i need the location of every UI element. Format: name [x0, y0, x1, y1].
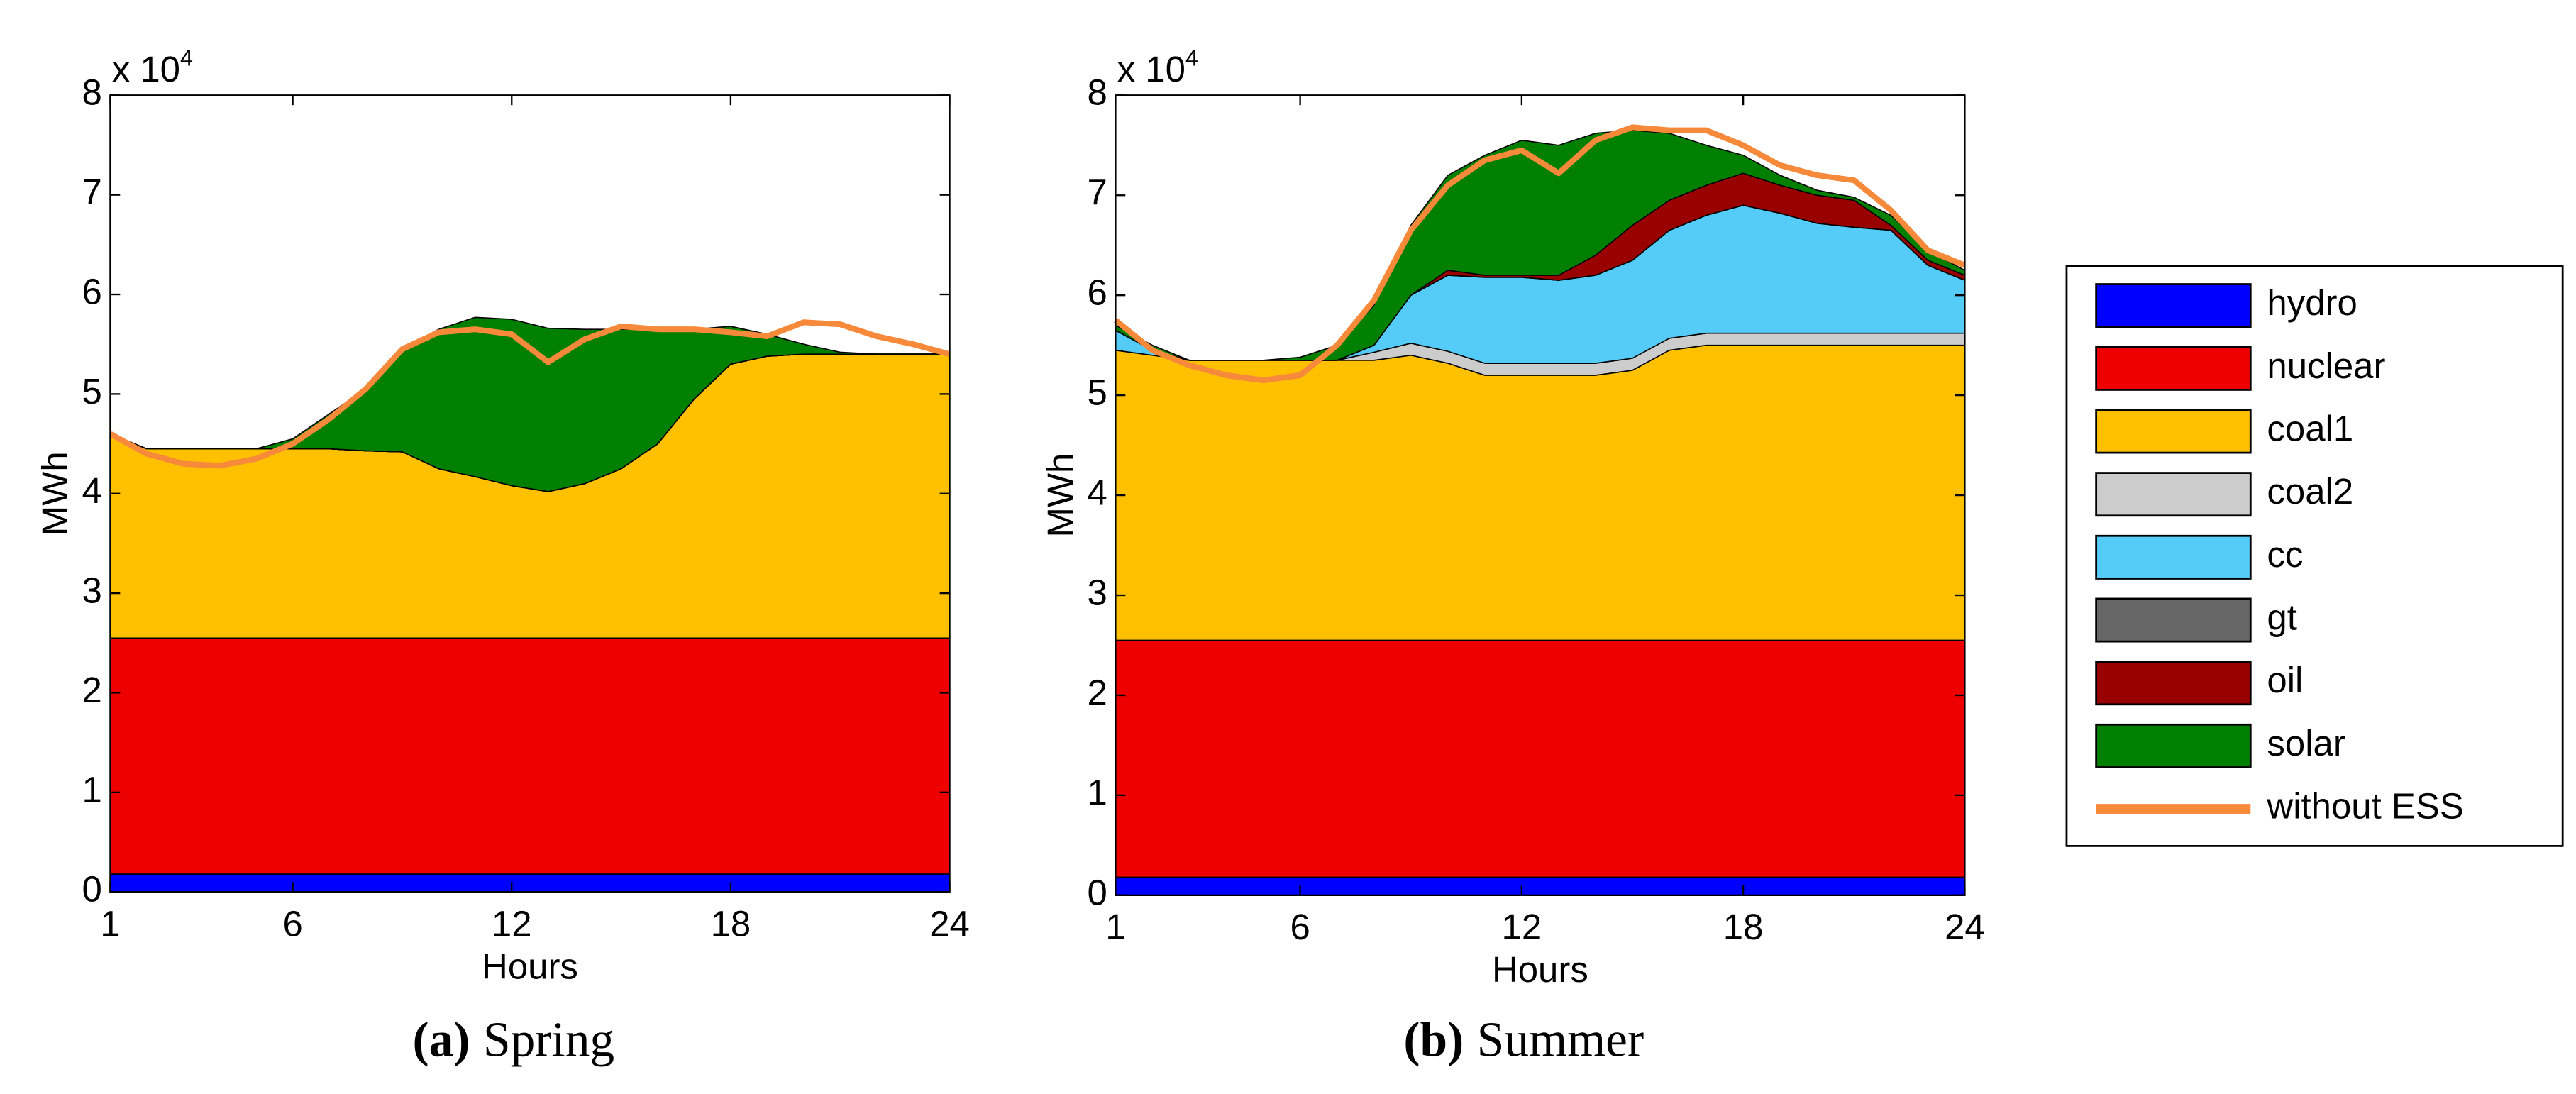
legend-swatch [2095, 283, 2252, 328]
y-tick-label: 6 [82, 271, 102, 311]
legend-swatch [2095, 472, 2252, 517]
caption-label: (b) [1403, 1012, 1464, 1067]
x-tick-label: 24 [1945, 907, 1985, 947]
x-tick-label: 18 [1723, 907, 1764, 947]
line-without-ess [109, 319, 951, 469]
legend-label: without ESS [2266, 786, 2463, 827]
legend-label: solar [2267, 723, 2345, 763]
y-tick-label: 7 [1087, 172, 1107, 213]
area-coal1 [1115, 344, 1966, 641]
x-tick-label: 12 [1502, 907, 1542, 947]
y-axis-label: MWh [1040, 453, 1080, 538]
y-tick-label: 8 [1087, 72, 1107, 113]
x-tick-label: 6 [1290, 907, 1310, 947]
y-axis-label: MWh [35, 451, 75, 536]
caption-text: Summer [1477, 1012, 1644, 1067]
x-tick-label: 18 [711, 903, 751, 944]
y-tick-label: 5 [82, 371, 102, 411]
caption-text: Spring [483, 1012, 614, 1067]
y-tick-label: 4 [82, 470, 102, 511]
y-tick-label: 1 [82, 769, 102, 810]
legend-swatch [2095, 661, 2252, 706]
area-hydro [109, 873, 951, 893]
y-tick-label: 2 [1087, 672, 1107, 712]
y-tick-label: 2 [82, 670, 102, 710]
y-tick-label: 7 [82, 172, 102, 212]
legend-label: coal2 [2267, 471, 2353, 512]
legend-swatch [2095, 409, 2252, 454]
area-hydro [1115, 876, 1966, 896]
legend-label: gt [2267, 597, 2296, 637]
line-without-ess [1113, 124, 1966, 384]
x-tick-label: 1 [100, 903, 120, 944]
y-tick-label: 4 [1087, 473, 1107, 513]
legend-swatch [2095, 723, 2252, 768]
area-nuclear [1115, 639, 1966, 878]
y-tick-label: 8 [82, 72, 102, 113]
legend-swatch [2095, 346, 2252, 391]
legend-swatch [2095, 534, 2252, 580]
y-tick-label: 0 [82, 869, 102, 910]
area-nuclear [109, 637, 951, 875]
legend-label: coal1 [2267, 408, 2353, 448]
x-axis-label: Hours [482, 946, 578, 986]
caption: (b) Summer [1403, 1012, 1644, 1067]
y-multiplier-exponent: 4 [180, 45, 193, 70]
y-multiplier-exponent: 4 [1185, 45, 1198, 70]
x-tick-label: 6 [282, 903, 302, 944]
x-tick-label: 12 [492, 903, 532, 944]
legend-label: nuclear [2267, 346, 2385, 386]
caption-label: (a) [412, 1012, 470, 1067]
y-multiplier: x 104 [1117, 45, 1198, 89]
y-tick-label: 3 [1087, 572, 1107, 612]
y-multiplier: x 104 [112, 45, 193, 89]
y-tick-label: 3 [82, 570, 102, 611]
y-tick-label: 0 [1087, 872, 1107, 912]
y-multiplier-base: x 10 [112, 49, 180, 89]
y-tick-label: 5 [1087, 372, 1107, 413]
legend-label: cc [2267, 534, 2303, 575]
y-tick-label: 6 [1087, 272, 1107, 313]
legend-label: hydro [2267, 282, 2357, 323]
y-tick-label: 1 [1087, 772, 1107, 812]
legend-swatch [2095, 597, 2252, 643]
x-axis-label: Hours [1492, 949, 1588, 990]
x-tick-label: 24 [929, 903, 970, 944]
y-multiplier-base: x 10 [1117, 49, 1185, 89]
legend-label: oil [2267, 660, 2303, 700]
x-tick-label: 1 [1105, 907, 1125, 947]
caption: (a) Spring [412, 1012, 614, 1067]
